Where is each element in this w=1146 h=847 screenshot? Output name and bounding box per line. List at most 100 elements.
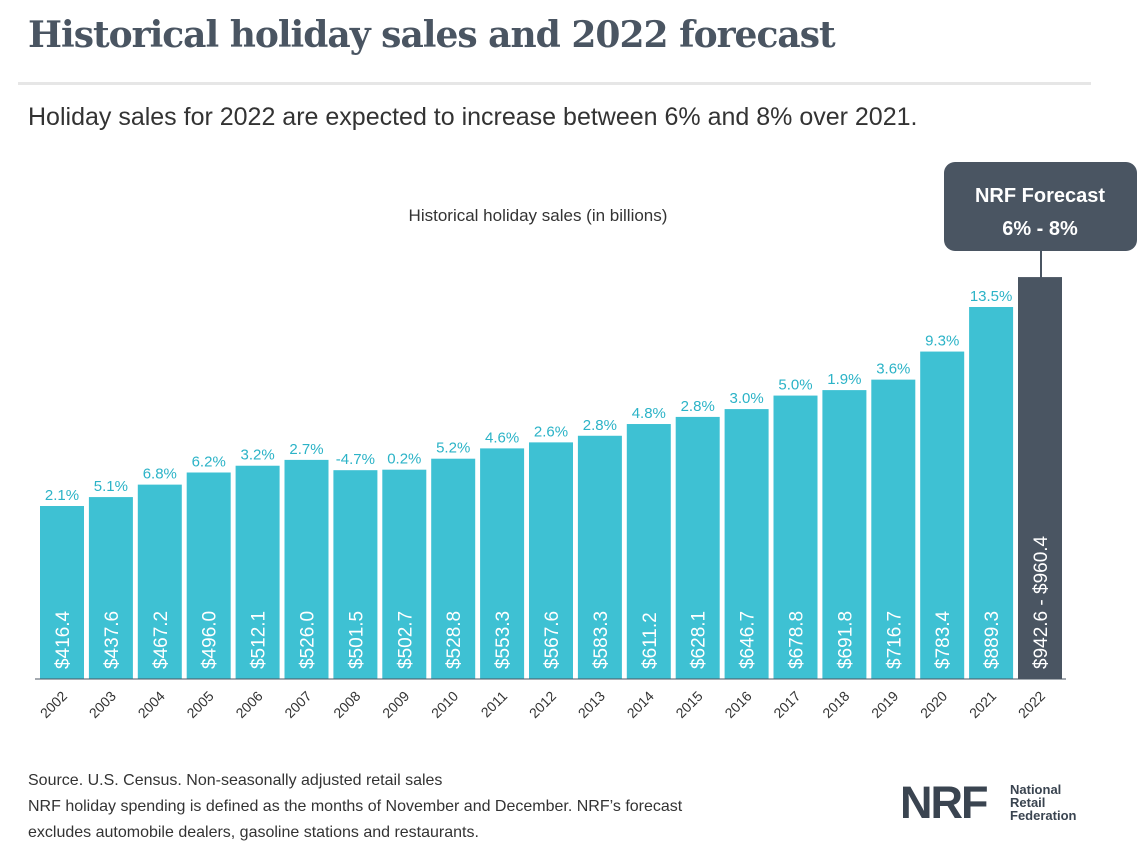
- bar: [382, 469, 427, 679]
- bar-growth-label: 9.3%: [925, 333, 959, 350]
- page-subtitle: Holiday sales for 2022 are expected to i…: [28, 103, 918, 131]
- x-tick-label: 2010: [428, 688, 461, 721]
- x-tick-label: 2019: [868, 688, 901, 721]
- bar-value-label: $553.3: [493, 611, 514, 669]
- x-tick-label: 2011: [478, 688, 511, 721]
- bar-growth-label: 2.8%: [583, 417, 617, 434]
- bar-growth-label: 6.8%: [143, 466, 177, 483]
- bar: [529, 442, 573, 679]
- holiday-sales-chart: Historical holiday sales (in billions) $…: [35, 162, 1137, 721]
- bar-growth-label: 4.8%: [632, 405, 666, 422]
- x-tick-label: 2020: [917, 688, 950, 721]
- bar-value-label: $501.5: [346, 611, 367, 669]
- x-tick-label: 2015: [672, 688, 705, 721]
- bar-value-label: $467.2: [151, 611, 172, 669]
- x-tick-label: 2016: [721, 688, 754, 721]
- bar: [137, 484, 182, 679]
- footer-definition: NRF holiday spending is defined as the m…: [28, 798, 683, 815]
- bar-growth-label: 3.6%: [876, 361, 910, 378]
- bar-growth-label: 2.6%: [534, 423, 568, 440]
- bar-growth-label: -4.7%: [336, 451, 375, 468]
- bar: [186, 472, 231, 679]
- bar-growth-label: 2.8%: [681, 398, 715, 415]
- bar-value-label: $567.6: [542, 611, 563, 669]
- bar-value-label: $583.3: [591, 611, 612, 669]
- bar: [675, 416, 720, 679]
- chart-title: Historical holiday sales (in billions): [409, 206, 668, 225]
- bar-growth-label: 5.1%: [94, 478, 128, 495]
- page-title: Historical holiday sales and 2022 foreca…: [28, 14, 836, 56]
- x-tick-label: 2008: [330, 688, 363, 721]
- bar-growth-label: 1.9%: [827, 371, 861, 388]
- bar: [88, 497, 133, 679]
- forecast-bar: [1018, 277, 1062, 679]
- bar-value-label: $942.6 - $960.4: [1031, 535, 1052, 669]
- nrf-logo-line2: Retail: [1010, 795, 1046, 810]
- x-tick-label: 2012: [526, 688, 559, 721]
- bar-value-label: $783.4: [933, 610, 954, 669]
- nrf-logo-mark: NRF: [900, 777, 988, 828]
- bar-value-label: $628.1: [689, 611, 710, 669]
- bar-growth-label: 2.7%: [289, 441, 323, 458]
- bar-value-label: $437.6: [102, 611, 123, 669]
- bar-value-label: $889.3: [982, 611, 1003, 669]
- forecast-callout-range: 6% - 8%: [1002, 218, 1078, 240]
- footer-source: Source. U.S. Census. Non-seasonally adju…: [28, 772, 443, 789]
- nrf-logo: NRF National Retail Federation: [900, 780, 1090, 830]
- bar-growth-label: 3.0%: [729, 390, 763, 407]
- x-tick-label: 2013: [575, 688, 608, 721]
- bar-growth-label: 4.6%: [485, 429, 519, 446]
- bar-value-label: $502.7: [395, 611, 416, 669]
- bar: [480, 448, 525, 679]
- bar: [920, 351, 965, 679]
- forecast-callout-title: NRF Forecast: [975, 185, 1105, 207]
- x-tick-label: 2004: [135, 688, 168, 721]
- x-tick-label: 2005: [183, 688, 216, 721]
- x-tick-label: 2009: [379, 688, 412, 721]
- bar: [773, 395, 818, 679]
- bar: [284, 459, 329, 679]
- bar: [431, 458, 476, 679]
- bar: [724, 409, 769, 679]
- bar: [40, 506, 84, 679]
- bar-growth-label: 13.5%: [970, 288, 1013, 305]
- x-tick-label: 2002: [37, 688, 70, 721]
- bar-value-label: $496.0: [200, 611, 221, 669]
- x-tick-label: 2022: [1015, 688, 1048, 721]
- nrf-logo-line1: National: [1010, 782, 1062, 797]
- bar-value-label: $646.7: [738, 611, 759, 669]
- bar-growth-label: 3.2%: [240, 447, 274, 464]
- bar-growth-label: 6.2%: [192, 454, 226, 471]
- bar-growth-label: 0.2%: [387, 451, 421, 468]
- bar-growth-label: 5.0%: [778, 377, 812, 394]
- bar: [822, 390, 867, 679]
- bar-value-label: $416.4: [53, 610, 74, 669]
- x-tick-label: 2018: [819, 688, 852, 721]
- bar-growth-label: 2.1%: [45, 487, 79, 504]
- nrf-logo-text: National Retail Federation: [1010, 783, 1076, 822]
- bar: [577, 435, 622, 679]
- x-tick-label: 2006: [232, 688, 265, 721]
- title-divider: [18, 82, 1091, 85]
- bar: [871, 379, 916, 679]
- bar: [235, 465, 280, 679]
- forecast-callout: NRF Forecast 6% - 8%: [944, 162, 1137, 288]
- bar: [969, 307, 1014, 679]
- x-tick-label: 2021: [966, 688, 999, 721]
- bar-value-label: $678.8: [787, 611, 808, 669]
- footer-notes: Source. U.S. Census. Non-seasonally adju…: [28, 768, 682, 846]
- bar-growth-label: 5.2%: [436, 440, 470, 457]
- bar-value-label: $716.7: [884, 611, 905, 669]
- footer-exclusions: excludes automobile dealers, gasoline st…: [28, 824, 479, 841]
- bar-value-label: $512.1: [249, 611, 270, 669]
- bar-value-label: $691.8: [835, 611, 856, 669]
- nrf-logo-line3: Federation: [1010, 808, 1077, 823]
- bar: [333, 470, 378, 679]
- bar-value-label: $526.0: [298, 611, 319, 669]
- bar-value-label: $611.2: [640, 612, 661, 669]
- x-tick-label: 2017: [770, 688, 803, 721]
- x-tick-label: 2003: [86, 688, 119, 721]
- forecast-callout-box: [944, 162, 1137, 251]
- x-tick-label: 2014: [624, 688, 657, 721]
- x-tick-label: 2007: [281, 688, 314, 721]
